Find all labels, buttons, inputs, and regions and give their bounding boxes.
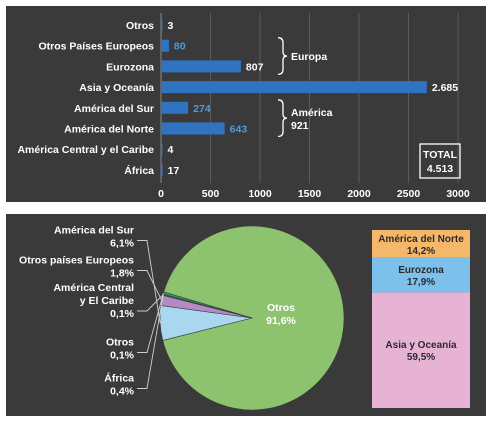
breakdown-value: 59,5% [407,352,435,363]
x-tick-label: 1000 [248,188,272,200]
total-label: TOTAL [423,149,458,161]
bar-value-label: 807 [246,61,264,73]
x-tick-label: 2000 [347,188,371,200]
bar-value-label: 80 [174,41,186,53]
x-tick-label: 500 [202,188,220,200]
breakdown-label: Asia y Oceanía [385,340,457,351]
leader-line [137,293,164,389]
total-box [419,143,461,179]
side-value: 0,4% [110,386,135,398]
side-label: América Central [53,282,134,294]
side-value: 0,1% [110,308,135,320]
breakdown-value: 17,9% [407,277,435,288]
bar-chart: 0 500 1000 1500 2000 2500 3000 Otros 3 Otros País… [17,13,470,200]
breakdown-label: Eurozona [398,265,444,276]
side-label: América del Sur [54,225,134,237]
x-tick-label: 0 [158,188,164,200]
breakdown-label: América del Norte [378,234,464,245]
side-label: Otros países Europeos [19,255,134,267]
breakdown-segment [372,257,470,293]
side-value: 0,1% [110,350,135,362]
side-label: África [104,372,134,385]
slice-label: Otros [267,302,295,314]
slice-value: 91,6% [266,315,296,327]
x-tick-label: 3000 [446,188,470,200]
bar-chart-panel [6,6,486,202]
category-label: Otros [126,20,154,32]
leader-line [137,294,164,312]
category-label: Eurozona [106,61,154,73]
category-label: América Central y el Caribe [17,144,154,156]
x-tick-label: 2500 [397,188,421,200]
bar [161,81,427,94]
side-label: Otros [106,337,134,349]
bar [161,101,189,114]
group-label: Europa [291,51,327,63]
category-label: África [124,164,154,177]
bar-value-label: 17 [168,165,180,177]
leader-line [137,270,163,301]
side-value: 6,1% [110,238,135,250]
bar-value-label: 3 [168,20,174,32]
bar [161,163,163,176]
group-value: 921 [291,120,309,132]
category-label: Otros Países Europeos [38,41,154,53]
x-tick-label: 1500 [298,188,322,200]
bar [161,60,241,73]
category-label: América del Sur [74,103,154,115]
bar [161,39,169,52]
pie-slice [162,225,345,411]
breakdown-segment [372,292,470,408]
bar [161,143,163,156]
total-value: 4.513 [427,163,453,175]
bar-value-label: 643 [230,124,248,136]
bar-value-label: 2.685 [432,82,458,94]
side-label: y El Caribe [80,295,134,307]
category-label: América del Norte [64,124,154,136]
breakdown-segment [372,230,470,258]
side-value: 1,8% [110,268,135,280]
breakdown-value: 14,2% [407,246,435,257]
bar [161,19,163,31]
bar-value-label: 274 [193,103,211,115]
bar [161,122,225,135]
category-label: Asia y Oceanía [79,82,154,94]
group-bracket [277,37,288,76]
group-bracket [277,99,288,138]
leader-line [137,240,161,324]
bar-value-label: 4 [168,144,174,156]
group-label: América [291,107,333,119]
leader-line [137,294,164,353]
